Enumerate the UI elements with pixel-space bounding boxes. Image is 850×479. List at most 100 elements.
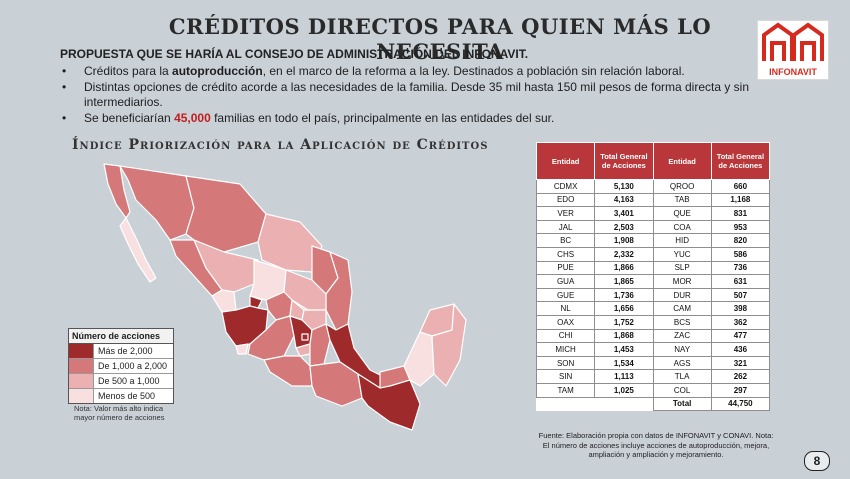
legend-swatch <box>69 344 94 358</box>
state-chs <box>357 373 421 431</box>
column-header: Total General de Acciones <box>594 142 654 180</box>
table-cell-entity: CHS <box>535 246 596 262</box>
state-chi <box>185 175 267 253</box>
table-cell-value: 2,332 <box>594 246 654 262</box>
bullet-text: , en el marco de la reforma a la ley. De… <box>262 64 685 78</box>
logo-label: INFONAVIT <box>769 67 817 77</box>
table-row: PUE 1,866 SLP 736 <box>535 260 771 276</box>
bullet-item: Se beneficiarían 45,000 familias en todo… <box>60 111 760 127</box>
legend-item: Más de 2,000 <box>69 344 173 359</box>
table-cell-entity: CAM <box>652 301 712 316</box>
legend-label: Más de 2,000 <box>98 346 153 356</box>
table-row: GUE 1,736 DUR 507 <box>535 287 771 303</box>
bullet-item: Distintas opciones de crédito acorde a l… <box>60 80 760 111</box>
table-cell-value: 477 <box>710 328 771 344</box>
mexico-map <box>103 163 467 431</box>
legend-item: Menos de 500 <box>69 389 173 403</box>
total-label: Total <box>652 396 712 412</box>
infonavit-house-icon <box>762 22 824 61</box>
table-cell-entity: GUA <box>535 274 596 289</box>
table-cell-value: 1,534 <box>594 355 654 371</box>
table-row: CHS 2,332 YUC 586 <box>535 246 771 262</box>
table-row: CDMX 5,130 QROO 660 <box>535 179 771 194</box>
table-cell-value: 1,113 <box>594 369 654 384</box>
table-cell-entity: TLA <box>652 369 712 384</box>
table-cell-entity: NL <box>535 301 596 316</box>
table-row: MICH 1,453 NAY 436 <box>535 342 771 357</box>
table-cell-value: 1,025 <box>594 382 654 398</box>
table-cell-value: 5,130 <box>594 179 654 194</box>
table-row: TAM 1,025 COL 297 <box>535 382 771 398</box>
table-cell-entity: NAY <box>652 342 712 357</box>
table-cell-entity: TAB <box>652 192 712 208</box>
column-header: Entidad <box>652 142 712 180</box>
legend-label: Menos de 500 <box>98 391 156 401</box>
table-cell-entity: DUR <box>652 287 712 303</box>
source-note: Fuente: Elaboración propia con datos de … <box>538 431 774 459</box>
legend-title: Número de acciones <box>69 329 173 344</box>
table-row: GUA 1,865 MOR 631 <box>535 274 771 289</box>
table-row: NL 1,656 CAM 398 <box>535 301 771 316</box>
table-row: OAX 1,752 BCS 362 <box>535 314 771 330</box>
legend-swatch <box>69 389 94 403</box>
state-col <box>235 343 249 355</box>
table-cell-entity: YUC <box>652 246 712 262</box>
bullet-item: Créditos para la autoproducción, en el m… <box>60 64 760 80</box>
infonavit-logo: INFONAVIT <box>757 20 829 80</box>
table-cell-entity: MICH <box>535 342 596 357</box>
actions-table: Entidad Total General de Acciones Entida… <box>535 142 771 412</box>
table-cell-value: 3,401 <box>594 206 654 221</box>
table-cell-value: 297 <box>710 382 771 398</box>
legend-swatch <box>69 374 94 388</box>
state-gue <box>263 355 313 387</box>
table-cell-entity: BC <box>535 233 596 248</box>
table-cell-entity: COA <box>652 219 712 235</box>
bullet-highlight: 45,000 <box>174 110 211 125</box>
column-header: Total General de Acciones <box>710 142 771 180</box>
table-cell-value: 1,865 <box>594 274 654 289</box>
table-cell-entity: SLP <box>652 260 712 276</box>
table-cell-entity: OAX <box>535 314 596 330</box>
table-cell-value: 586 <box>710 246 771 262</box>
state-cdmx <box>301 333 309 341</box>
table-cell-value: 831 <box>710 206 771 221</box>
table-cell-value: 660 <box>710 179 771 194</box>
table-cell-empty <box>537 397 595 411</box>
table-cell-value: 1,168 <box>710 192 771 208</box>
table-total-row: Total 44,750 <box>537 396 771 412</box>
legend-swatch <box>69 359 94 373</box>
column-header: Entidad <box>535 142 596 180</box>
table-row: VER 3,401 QUE 831 <box>535 206 771 221</box>
table-cell-entity: TAM <box>535 382 596 398</box>
table-row: EDO 4,163 TAB 1,168 <box>535 192 771 208</box>
table-cell-entity: COL <box>652 382 712 398</box>
table-cell-entity: MOR <box>652 274 712 289</box>
table-cell-entity: JAL <box>535 219 596 235</box>
table-cell-value: 398 <box>710 301 771 316</box>
table-cell-value: 631 <box>710 274 771 289</box>
table-cell-entity: PUE <box>535 260 596 276</box>
table-cell-value: 953 <box>710 219 771 235</box>
state-coa <box>257 213 323 273</box>
bullet-text: familias en todo el país, principalmente… <box>210 110 555 125</box>
table-cell-entity: ZAC <box>652 328 712 344</box>
table-cell-entity: AGS <box>652 355 712 371</box>
table-cell-value: 4,163 <box>594 192 654 208</box>
state-cam <box>403 331 435 387</box>
table-cell-value: 262 <box>710 369 771 384</box>
state-bcs <box>119 217 157 283</box>
actions-table-container: Entidad Total General de Acciones Entida… <box>535 142 771 412</box>
table-row: SIN 1,113 TLA 262 <box>535 369 771 384</box>
legend-label: De 1,000 a 2,000 <box>98 361 168 371</box>
table-cell-value: 1,656 <box>594 301 654 316</box>
state-jal <box>221 305 269 347</box>
table-cell-value: 362 <box>710 314 771 330</box>
bullet-text: Se beneficiarían <box>84 110 175 125</box>
state-nay <box>211 289 237 313</box>
page-number: 8 <box>804 451 830 471</box>
legend-item: De 1,000 a 2,000 <box>69 359 173 374</box>
legend-label: De 500 a 1,000 <box>98 376 160 386</box>
page-title: CRÉDITOS DIRECTOS PARA QUIEN MÁS LO NECE… <box>168 14 712 64</box>
table-cell-entity: SON <box>535 355 596 371</box>
table-cell-entity: CDMX <box>535 179 596 194</box>
